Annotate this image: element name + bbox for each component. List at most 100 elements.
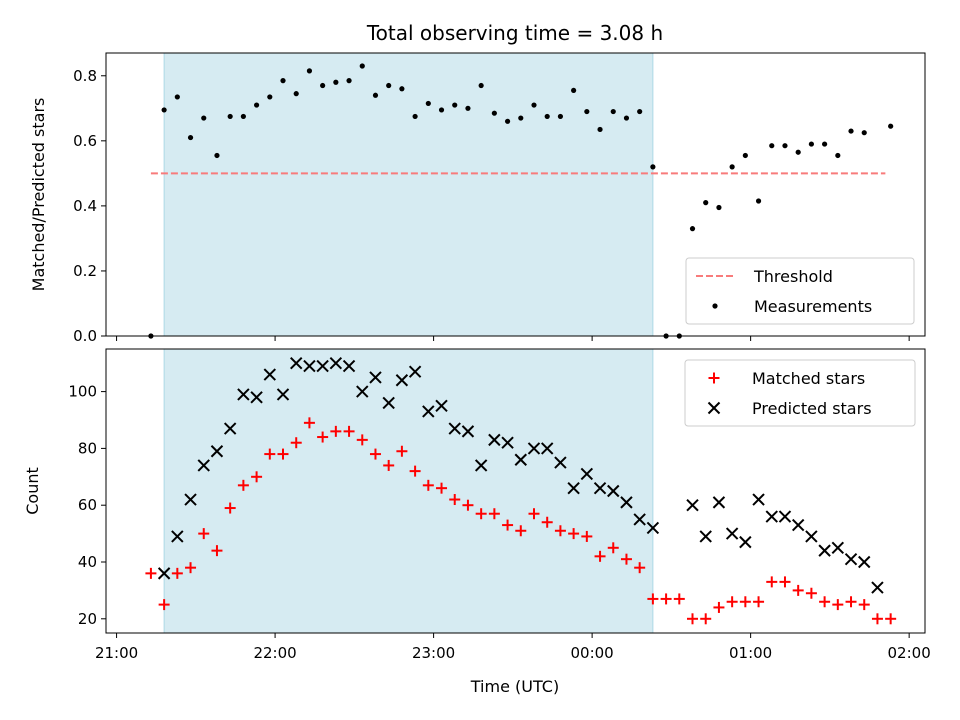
matched-star-point bbox=[356, 434, 368, 446]
predicted-star-point bbox=[699, 530, 712, 543]
top-legend-box bbox=[685, 257, 915, 325]
matched-star-point bbox=[581, 530, 593, 542]
matched-star-point bbox=[634, 562, 646, 574]
matched-star-point bbox=[409, 465, 421, 477]
predicted-star-point bbox=[382, 396, 395, 410]
predicted-star-point bbox=[395, 374, 409, 387]
legend-measurements-label: Measurements bbox=[754, 297, 872, 316]
matched-star-point bbox=[726, 596, 738, 608]
measurement-point bbox=[808, 141, 814, 147]
matched-star-point bbox=[805, 587, 817, 599]
measurement-point bbox=[333, 79, 339, 85]
legend-threshold-label: Threshold bbox=[753, 267, 833, 286]
predicted-star-point bbox=[844, 552, 858, 566]
matched-star-point bbox=[383, 459, 395, 471]
predicted-star-point bbox=[593, 481, 607, 495]
x-tick-label: 21:00 bbox=[95, 644, 138, 662]
measurement-point bbox=[571, 87, 577, 94]
measurement-point bbox=[557, 113, 564, 120]
measurement-point bbox=[835, 152, 841, 159]
predicted-star-point bbox=[805, 530, 818, 543]
x-tick-label: 23:00 bbox=[412, 644, 455, 662]
predicted-star-point bbox=[607, 484, 620, 498]
matched-star-point bbox=[198, 528, 210, 540]
x-tick-label: 02:00 bbox=[888, 644, 931, 662]
matched-star-point bbox=[594, 550, 606, 562]
matched-star-point bbox=[158, 599, 170, 611]
measurement-point bbox=[399, 86, 405, 92]
top-observing-window bbox=[163, 52, 654, 337]
matched-star-point bbox=[687, 613, 699, 625]
measurement-point bbox=[531, 102, 537, 108]
matched-star-point bbox=[871, 613, 883, 625]
matched-star-point bbox=[264, 448, 276, 460]
matched-star-point bbox=[251, 471, 263, 483]
predicted-star-point bbox=[488, 433, 501, 447]
measurement-point bbox=[755, 198, 762, 204]
matched-star-point bbox=[330, 425, 342, 437]
predicted-star-point bbox=[422, 405, 435, 418]
measurement-point bbox=[623, 115, 630, 121]
matched-star-point bbox=[462, 499, 474, 511]
measurement-point bbox=[438, 107, 445, 113]
bottom-y-tick-label: 60 bbox=[78, 496, 97, 514]
matched-star-point bbox=[845, 596, 857, 608]
predicted-star-point bbox=[290, 356, 303, 370]
matched-star-point bbox=[343, 425, 355, 437]
predicted-star-point bbox=[210, 445, 224, 458]
top-y-tick-label: 0.4 bbox=[73, 197, 97, 215]
predicted-star-point bbox=[184, 493, 197, 506]
matched-star-point bbox=[145, 567, 157, 579]
x-axis-label: Time (UTC) bbox=[470, 677, 559, 696]
measurement-point bbox=[716, 204, 722, 211]
matched-star-point bbox=[422, 479, 434, 491]
predicted-star-point bbox=[580, 467, 594, 481]
measurement-point bbox=[306, 68, 313, 74]
measurement-point bbox=[201, 115, 207, 121]
predicted-star-point bbox=[554, 456, 567, 469]
predicted-star-point bbox=[435, 399, 448, 413]
matched-star-point bbox=[528, 508, 540, 520]
legend-measurements-swatch bbox=[712, 303, 718, 309]
predicted-star-point bbox=[501, 436, 514, 449]
matched-star-point bbox=[554, 525, 566, 537]
matched-star-point bbox=[858, 599, 870, 611]
measurement-point bbox=[372, 92, 379, 98]
predicted-star-point bbox=[567, 481, 580, 495]
predicted-star-point bbox=[514, 453, 527, 466]
matched-star-point bbox=[449, 494, 461, 506]
matched-star-point bbox=[673, 593, 685, 605]
measurement-point bbox=[386, 82, 392, 89]
measurement-point bbox=[703, 200, 709, 206]
matched-star-point bbox=[436, 482, 448, 494]
matched-star-point bbox=[792, 584, 804, 596]
legend-predicted-swatch bbox=[707, 401, 721, 415]
predicted-star-point bbox=[540, 442, 554, 455]
measurement-point bbox=[610, 108, 616, 115]
matched-star-point bbox=[224, 502, 236, 514]
predicted-star-point bbox=[725, 527, 739, 540]
predicted-star-point bbox=[871, 581, 884, 594]
predicted-star-point bbox=[342, 359, 356, 373]
bottom-y-tick-label: 80 bbox=[78, 439, 97, 457]
x-tick-label: 01:00 bbox=[729, 644, 772, 662]
x-tick-label: 00:00 bbox=[570, 644, 613, 662]
predicted-star-point bbox=[369, 371, 382, 384]
matched-star-point bbox=[475, 508, 487, 520]
legend-predicted-label: Predicted stars bbox=[752, 399, 872, 418]
measurement-point bbox=[637, 108, 643, 115]
matched-star-point bbox=[766, 576, 778, 588]
matched-star-point bbox=[739, 596, 751, 608]
predicted-star-point bbox=[329, 356, 343, 370]
predicted-star-point bbox=[303, 359, 316, 373]
measurement-point bbox=[240, 113, 246, 120]
measurement-point bbox=[452, 102, 458, 108]
measurement-point bbox=[253, 102, 260, 108]
observing-window-band bbox=[163, 348, 654, 634]
matched-star-point bbox=[185, 562, 197, 574]
measurement-point bbox=[425, 100, 431, 107]
predicted-star-point bbox=[276, 388, 290, 401]
measurement-point bbox=[584, 108, 590, 115]
observing-window-band bbox=[163, 52, 654, 337]
measurement-point bbox=[888, 123, 894, 129]
